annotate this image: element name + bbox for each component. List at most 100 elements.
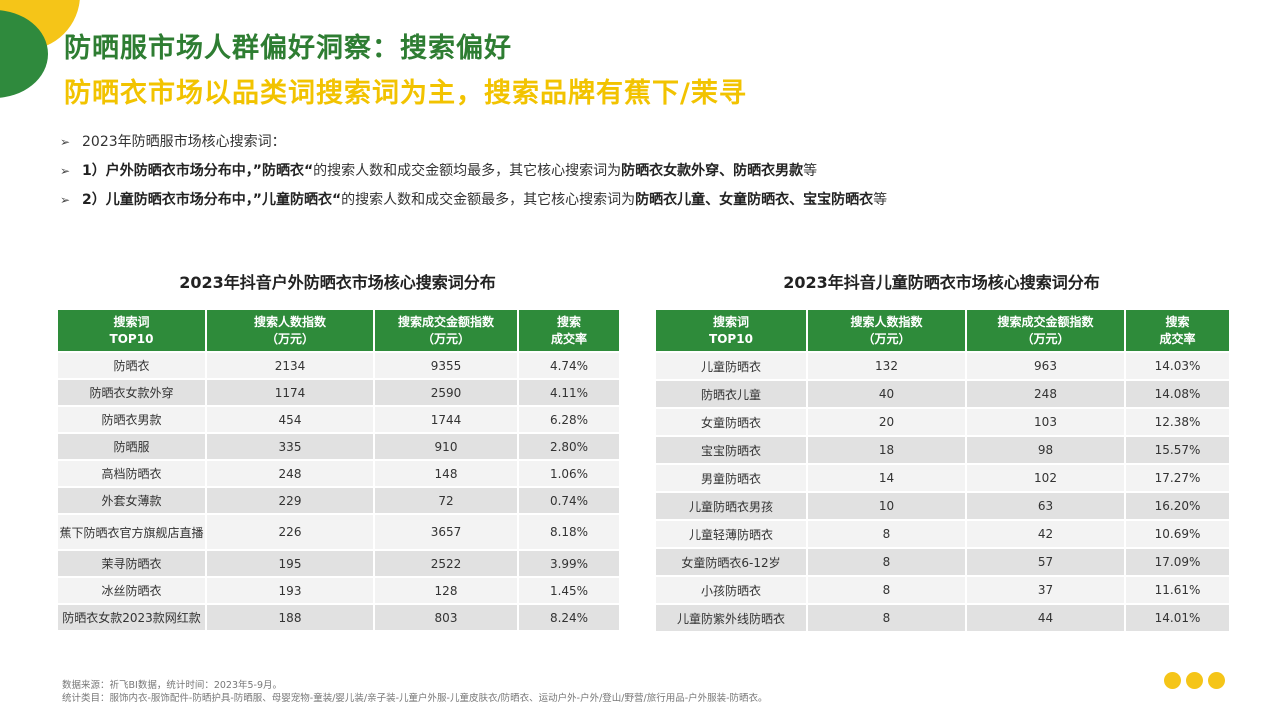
conversion-rate-cell: 4.11%	[517, 378, 621, 407]
search-count-cell: 18	[806, 435, 967, 465]
conversion-rate-cell: 12.38%	[1124, 407, 1231, 437]
search-amount-cell: 3657	[373, 513, 519, 551]
right-arrowhead-icon: ➢	[60, 193, 71, 207]
table-row: 外套女薄款 229 72 0.74%	[56, 486, 621, 515]
search-count-cell: 40	[806, 379, 967, 409]
search-amount-cell: 910	[373, 432, 519, 461]
kids-search-table: 搜索词 TOP10 搜索人数指数 （万元） 搜索成交金额指数 （万元） 搜索 成交率 儿…	[654, 308, 1231, 633]
search-count-cell: 132	[806, 351, 967, 381]
table-row: 儿童防紫外线防晒衣 8 44 14.01%	[654, 603, 1231, 633]
table-row: 防晒衣女款2023款网红款 188 803 8.24%	[56, 603, 621, 632]
table-header-row: 搜索词 TOP10 搜索人数指数 （万元） 搜索成交金额指数 （万元） 搜索 成交率	[654, 308, 1231, 353]
search-amount-cell: 2590	[373, 378, 519, 407]
search-amount-cell: 2522	[373, 549, 519, 578]
column-header: 搜索人数指数 （万元）	[205, 308, 375, 353]
conversion-rate-cell: 10.69%	[1124, 519, 1231, 549]
search-amount-cell: 128	[373, 576, 519, 605]
search-term-cell: 外套女薄款	[56, 486, 207, 515]
table-row: 茉寻防晒衣 195 2522 3.99%	[56, 549, 621, 578]
search-term-cell: 儿童防紫外线防晒衣	[654, 603, 808, 633]
search-term-cell: 防晒衣女款2023款网红款	[56, 603, 207, 632]
conversion-rate-cell: 3.99%	[517, 549, 621, 578]
search-amount-cell: 37	[965, 575, 1126, 605]
table-row: 防晒衣女款外穿 1174 2590 4.11%	[56, 378, 621, 407]
bullet-bold-text: 1）户外防晒衣市场分布中，”防晒衣“	[82, 163, 314, 179]
bullet-text: 2023年防晒服市场核心搜索词：	[82, 134, 286, 150]
column-header: 搜索成交金额指数 （万元）	[373, 308, 519, 353]
search-amount-cell: 102	[965, 463, 1126, 493]
table-row: 女童防晒衣 20 103 12.38%	[654, 407, 1231, 437]
bullet-text: 的搜索人数和成交金额均最多，其它核心搜索词为	[313, 163, 622, 179]
conversion-rate-cell: 14.03%	[1124, 351, 1231, 381]
bullet-text: 的搜索人数和成交金额最多，其它核心搜索词为	[341, 192, 636, 208]
decorative-dots	[1164, 672, 1230, 693]
search-term-cell: 女童防晒衣	[654, 407, 808, 437]
search-term-cell: 宝宝防晒衣	[654, 435, 808, 465]
bullet-item: ➢ 2）儿童防晒衣市场分布中，”儿童防晒衣“的搜索人数和成交金额最多，其它核心搜索…	[60, 188, 887, 217]
bullet-text: 等	[803, 163, 818, 179]
search-amount-cell: 248	[965, 379, 1126, 409]
search-term-cell: 儿童防晒衣	[654, 351, 808, 381]
conversion-rate-cell: 8.24%	[517, 603, 621, 632]
table-title: 2023年抖音儿童防晒衣市场核心搜索词分布	[783, 273, 1100, 292]
page-subtitle: 防晒衣市场以品类词搜索词为主，搜索品牌有蕉下/茉寻	[64, 78, 747, 109]
category-note: 统计类目：服饰内衣-服饰配件-防晒护具-防晒服、母婴宠物-童装/婴儿装/亲子装-…	[62, 693, 768, 704]
conversion-rate-cell: 17.27%	[1124, 463, 1231, 493]
conversion-rate-cell: 14.01%	[1124, 603, 1231, 633]
search-count-cell: 8	[806, 575, 967, 605]
search-amount-cell: 63	[965, 491, 1126, 521]
search-term-cell: 冰丝防晒衣	[56, 576, 207, 605]
search-amount-cell: 963	[965, 351, 1126, 381]
data-source-note: 数据来源：祈飞BI数据，统计时间：2023年5-9月。	[62, 680, 283, 691]
search-amount-cell: 1744	[373, 405, 519, 434]
search-amount-cell: 103	[965, 407, 1126, 437]
bullet-text: 等	[873, 192, 888, 208]
outdoor-search-table: 搜索词 TOP10 搜索人数指数 （万元） 搜索成交金额指数 （万元） 搜索 成交率 防…	[56, 308, 621, 632]
table-row: 冰丝防晒衣 193 128 1.45%	[56, 576, 621, 605]
search-term-cell: 蕉下防晒衣官方旗舰店直播	[56, 513, 207, 551]
dot-icon	[1164, 672, 1181, 689]
kids-search-table-block: 2023年抖音儿童防晒衣市场核心搜索词分布 搜索词 TOP10 搜索人数指数 （万元…	[654, 272, 1231, 633]
page-title: 防晒服市场人群偏好洞察：搜索偏好	[64, 33, 512, 64]
search-term-cell: 小孩防晒衣	[654, 575, 808, 605]
outdoor-search-table-block: 2023年抖音户外防晒衣市场核心搜索词分布 搜索词 TOP10 搜索人数指数 （万元…	[56, 272, 621, 632]
search-count-cell: 248	[205, 459, 375, 488]
search-term-cell: 茉寻防晒衣	[56, 549, 207, 578]
conversion-rate-cell: 2.80%	[517, 432, 621, 461]
search-amount-cell: 44	[965, 603, 1126, 633]
table-row: 防晒衣儿童 40 248 14.08%	[654, 379, 1231, 409]
search-count-cell: 2134	[205, 351, 375, 380]
search-term-cell: 防晒衣男款	[56, 405, 207, 434]
search-term-cell: 防晒衣	[56, 351, 207, 380]
conversion-rate-cell: 16.20%	[1124, 491, 1231, 521]
table-row: 儿童防晒衣 132 963 14.03%	[654, 351, 1231, 381]
conversion-rate-cell: 14.08%	[1124, 379, 1231, 409]
search-count-cell: 335	[205, 432, 375, 461]
bullet-bold-text: 防晒衣女款外穿、防晒衣男款	[621, 163, 804, 179]
search-count-cell: 193	[205, 576, 375, 605]
search-count-cell: 8	[806, 603, 967, 633]
right-arrowhead-icon: ➢	[60, 164, 71, 178]
search-count-cell: 10	[806, 491, 967, 521]
column-header: 搜索词 TOP10	[56, 308, 207, 353]
search-term-cell: 防晒衣女款外穿	[56, 378, 207, 407]
dot-icon	[1208, 672, 1225, 689]
search-count-cell: 8	[806, 547, 967, 577]
search-term-cell: 男童防晒衣	[654, 463, 808, 493]
bullet-bold-text: 防晒衣儿童、女童防晒衣、宝宝防晒衣	[635, 192, 874, 208]
table-header-row: 搜索词 TOP10 搜索人数指数 （万元） 搜索成交金额指数 （万元） 搜索 成交率	[56, 308, 621, 353]
search-amount-cell: 98	[965, 435, 1126, 465]
search-term-cell: 女童防晒衣6-12岁	[654, 547, 808, 577]
conversion-rate-cell: 8.18%	[517, 513, 621, 551]
bullet-item: ➢ 1）户外防晒衣市场分布中，”防晒衣“的搜索人数和成交金额均最多，其它核心搜索词…	[60, 159, 887, 188]
table-row: 蕉下防晒衣官方旗舰店直播 226 3657 8.18%	[56, 513, 621, 551]
search-count-cell: 454	[205, 405, 375, 434]
conversion-rate-cell: 17.09%	[1124, 547, 1231, 577]
column-header: 搜索人数指数 （万元）	[806, 308, 967, 353]
search-amount-cell: 57	[965, 547, 1126, 577]
conversion-rate-cell: 1.45%	[517, 576, 621, 605]
search-amount-cell: 9355	[373, 351, 519, 380]
table-row: 男童防晒衣 14 102 17.27%	[654, 463, 1231, 493]
search-amount-cell: 42	[965, 519, 1126, 549]
column-header: 搜索 成交率	[517, 308, 621, 353]
